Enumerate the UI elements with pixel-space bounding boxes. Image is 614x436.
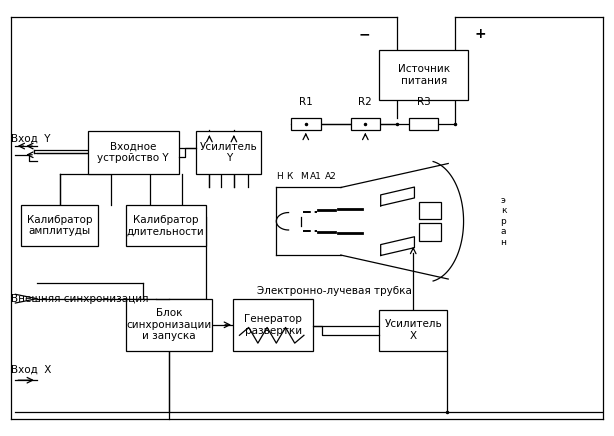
FancyBboxPatch shape <box>379 310 447 351</box>
Text: Усилитель
X: Усилитель X <box>384 320 442 341</box>
FancyBboxPatch shape <box>126 299 212 351</box>
FancyBboxPatch shape <box>291 118 321 130</box>
Text: +: + <box>475 27 486 41</box>
Text: А2: А2 <box>324 172 336 181</box>
Text: Входное
устройство Y: Входное устройство Y <box>98 142 169 164</box>
Text: Источник
питания: Источник питания <box>398 65 450 86</box>
Text: э
к
р
а
н: э к р а н <box>500 196 507 247</box>
FancyBboxPatch shape <box>88 131 179 174</box>
FancyBboxPatch shape <box>419 201 441 219</box>
Text: R2: R2 <box>359 97 372 107</box>
FancyBboxPatch shape <box>21 205 98 246</box>
Text: Блок
синхронизации
и запуска: Блок синхронизации и запуска <box>126 308 211 341</box>
Text: Калибратор
амплитуды: Калибратор амплитуды <box>27 215 93 236</box>
Text: Н: Н <box>276 172 282 181</box>
Text: R3: R3 <box>417 97 430 107</box>
Text: Калибратор
длительности: Калибратор длительности <box>127 215 204 236</box>
FancyBboxPatch shape <box>233 299 313 351</box>
Text: Вход  X: Вход X <box>11 364 52 374</box>
Text: −: − <box>359 27 370 41</box>
Text: Усилитель
Y: Усилитель Y <box>200 142 258 164</box>
FancyBboxPatch shape <box>379 50 468 100</box>
Text: Генератор
развертки: Генератор развертки <box>244 314 302 336</box>
FancyBboxPatch shape <box>419 224 441 241</box>
Text: А1: А1 <box>310 172 322 181</box>
FancyBboxPatch shape <box>409 118 438 130</box>
Text: R1: R1 <box>299 97 313 107</box>
FancyBboxPatch shape <box>351 118 380 130</box>
Text: Электронно-лучевая трубка: Электронно-лучевая трубка <box>257 286 412 296</box>
FancyBboxPatch shape <box>196 131 261 174</box>
Text: Внешняя синхронизация: Внешняя синхронизация <box>11 294 149 303</box>
Text: М: М <box>300 172 308 181</box>
FancyBboxPatch shape <box>126 205 206 246</box>
Text: К: К <box>287 172 293 181</box>
Text: Вход  Y: Вход Y <box>11 133 50 143</box>
